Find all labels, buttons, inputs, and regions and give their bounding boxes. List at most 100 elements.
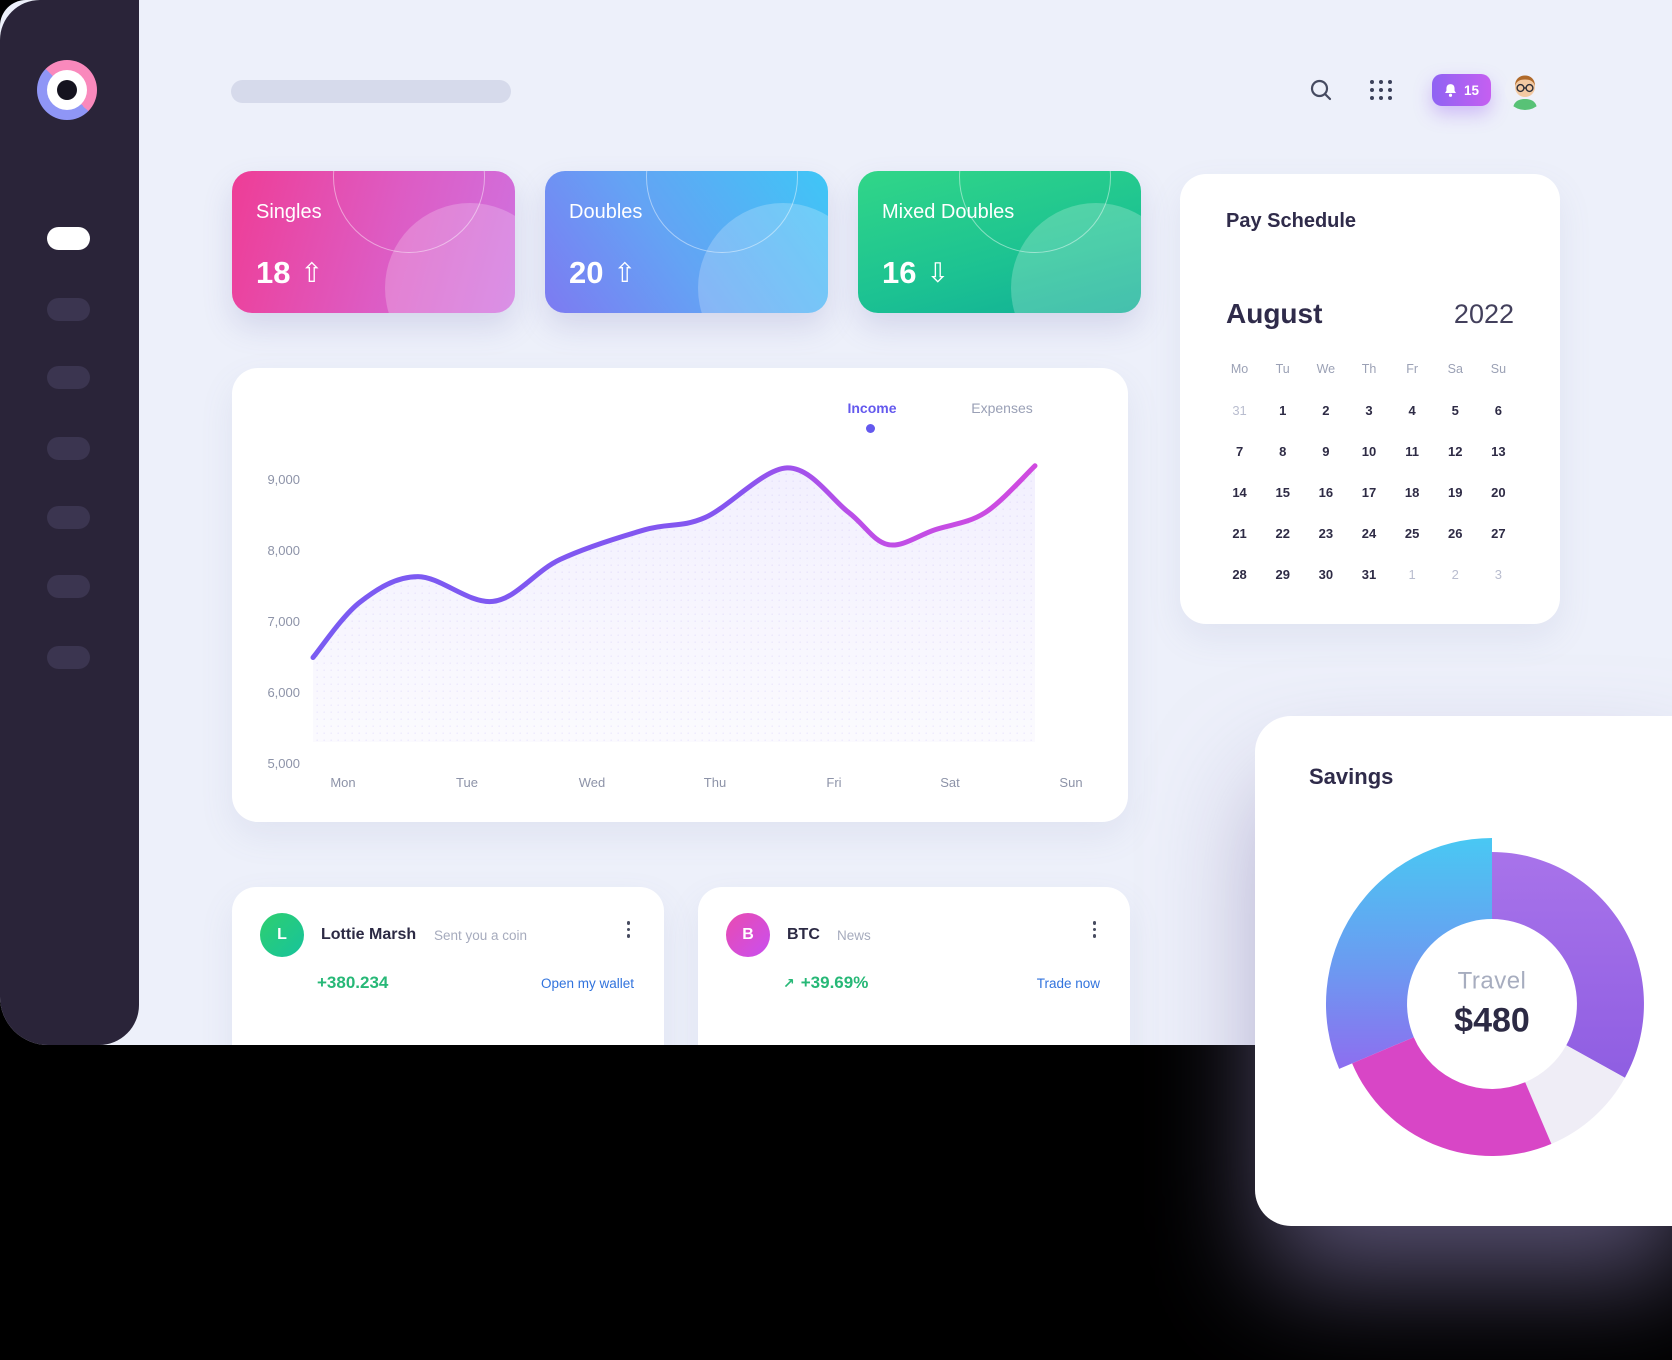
y-axis-label: 7,000	[267, 614, 300, 629]
calendar-day-cell[interactable]: 15	[1275, 484, 1290, 500]
stat-card-label: Singles	[256, 201, 322, 223]
avatar-badge: L	[260, 913, 304, 957]
calendar-day-cell[interactable]: 23	[1318, 525, 1334, 541]
notification-count: 15	[1464, 82, 1480, 98]
calendar-day-cell[interactable]: 29	[1275, 566, 1290, 582]
stat-card-doubles[interactable]: Doubles 20 ⇧	[545, 171, 828, 313]
sidebar-item-6[interactable]	[47, 646, 90, 669]
calendar-year[interactable]: 2022	[1453, 299, 1514, 329]
tab-expenses[interactable]: Expenses	[971, 400, 1033, 416]
trade-now-link[interactable]: Trade now	[1036, 976, 1100, 991]
calendar-day-cell[interactable]: 12	[1448, 443, 1463, 459]
search-icon	[1310, 79, 1332, 101]
sidebar-item-1[interactable]	[47, 298, 90, 321]
calendar-day-cell[interactable]: 14	[1232, 484, 1247, 500]
calendar-day-cell[interactable]: 27	[1491, 525, 1506, 541]
calendar-day-cell[interactable]: 20	[1491, 484, 1506, 500]
tab-income[interactable]: Income	[847, 400, 897, 416]
calendar-month[interactable]: August	[1226, 298, 1323, 329]
calendar-day-cell[interactable]: 3	[1494, 566, 1503, 582]
calendar-day-cell[interactable]: 4	[1408, 402, 1416, 418]
bell-icon	[1445, 83, 1456, 97]
user-avatar[interactable]	[1505, 70, 1545, 110]
calendar-grid: 31 1 2 3 4 5 6 7 8 9 10 11 12 13 14 15 16 17 18 19 20 21 22 23 2…	[1218, 400, 1520, 584]
calendar-day-cell[interactable]: 22	[1275, 525, 1290, 541]
kebab-menu-icon[interactable]	[1089, 917, 1101, 942]
calendar-day-cell[interactable]: 30	[1318, 566, 1334, 582]
sidebar-item-2[interactable]	[47, 366, 90, 389]
calendar-day-cell[interactable]: 1	[1279, 402, 1287, 418]
calendar-day-cell[interactable]: 17	[1361, 484, 1377, 500]
x-axis-label: Sat	[940, 775, 960, 790]
calendar-day-cell[interactable]: 2	[1451, 566, 1459, 582]
stat-card-mixed-doubles[interactable]: Mixed Doubles 16 ⇩	[858, 171, 1141, 313]
calendar-day-cell[interactable]: 25	[1404, 525, 1420, 541]
calendar-weekday: Mo	[1230, 362, 1249, 376]
x-axis-label: Sun	[1059, 775, 1083, 790]
calendar-day-cell[interactable]: 10	[1361, 443, 1377, 459]
calendar-day-cell[interactable]: 19	[1448, 484, 1463, 500]
transaction-amount: +39.69%	[800, 973, 869, 992]
calendar-day-cell[interactable]: 18	[1404, 484, 1420, 500]
x-axis-label: Tue	[456, 775, 478, 790]
calendar-weekday: Tu	[1275, 362, 1290, 376]
transaction-name: Lottie Marsh	[321, 926, 417, 943]
calendar-day-cell[interactable]: 3	[1365, 402, 1373, 418]
trend-arrow-icon: ↗	[783, 974, 795, 991]
savings-title: Savings	[1309, 764, 1394, 789]
avatar-badge: B	[726, 913, 770, 957]
savings-card: Savings Travel $480	[1255, 716, 1672, 1226]
sidebar	[0, 0, 139, 1045]
transaction-card-btc: B BTC News ↗ +39.69% Trade now	[698, 887, 1130, 1045]
apps-grid-icon	[1369, 80, 1393, 100]
x-axis-label: Thu	[703, 775, 727, 790]
income-series-line	[310, 463, 1038, 660]
stat-card-value: 18	[256, 255, 291, 290]
trend-up-icon: ⇧	[300, 257, 324, 288]
y-axis-label: 6,000	[267, 685, 300, 700]
calendar-day-cell[interactable]: 26	[1448, 525, 1463, 541]
calendar-day-cell[interactable]: 11	[1405, 443, 1419, 459]
sidebar-item-active[interactable]	[47, 227, 90, 250]
active-tab-indicator-dot	[866, 424, 875, 433]
calendar-day-cell[interactable]: 6	[1494, 402, 1503, 418]
apps-menu-button[interactable]	[1363, 72, 1399, 108]
sidebar-item-3[interactable]	[47, 437, 90, 460]
open-wallet-link[interactable]: Open my wallet	[540, 976, 634, 991]
calendar-day-cell[interactable]: 1	[1408, 566, 1416, 582]
calendar-day-cell[interactable]: 16	[1318, 484, 1334, 500]
calendar-day-cell[interactable]: 28	[1232, 566, 1247, 582]
stat-card-value: 20	[569, 255, 604, 290]
income-expenses-chart-card: Income Expenses	[232, 368, 1128, 822]
calendar-day-cell[interactable]: 13	[1491, 443, 1506, 459]
stat-card-singles[interactable]: Singles 18 ⇧	[232, 171, 515, 313]
search-button[interactable]	[1303, 72, 1339, 108]
stat-card-value: 16	[882, 255, 917, 290]
calendar-day-cell[interactable]: 7	[1235, 443, 1244, 459]
trend-up-icon: ⇧	[613, 257, 637, 288]
app-window: 15 Singles 18 ⇧ Doubles 20	[0, 0, 1672, 1045]
calendar-day-cell[interactable]: 5	[1451, 402, 1459, 418]
stat-card-label: Mixed Doubles	[882, 201, 1015, 223]
pay-schedule-title: Pay Schedule	[1226, 210, 1357, 232]
transaction-subtitle: News	[837, 928, 871, 943]
sidebar-item-5[interactable]	[47, 575, 90, 598]
pay-schedule-card: Pay Schedule August 2022 Mo Tu We Th Fr Sa Su …	[1180, 174, 1560, 624]
skeleton-title-bar	[231, 80, 511, 103]
calendar-day-cell[interactable]: 9	[1322, 443, 1330, 459]
calendar-day-cell[interactable]: 8	[1279, 443, 1287, 459]
calendar-day-cell[interactable]: 21	[1232, 525, 1247, 541]
app-logo[interactable]	[37, 60, 97, 120]
donut-slice-pink	[1352, 1037, 1552, 1156]
calendar-weekday: Fr	[1406, 362, 1419, 376]
avatar-image	[1505, 70, 1545, 110]
calendar-day-cell[interactable]: 2	[1322, 402, 1330, 418]
notifications-button[interactable]: 15	[1432, 74, 1492, 106]
sidebar-item-4[interactable]	[47, 506, 90, 529]
kebab-menu-icon[interactable]	[623, 917, 635, 942]
calendar-day-cell[interactable]: 31	[1361, 566, 1377, 582]
calendar-day-cell[interactable]: 24	[1361, 525, 1377, 541]
donut-center: Travel $480	[1454, 968, 1530, 1041]
calendar-day-cell[interactable]: 31	[1232, 402, 1247, 418]
